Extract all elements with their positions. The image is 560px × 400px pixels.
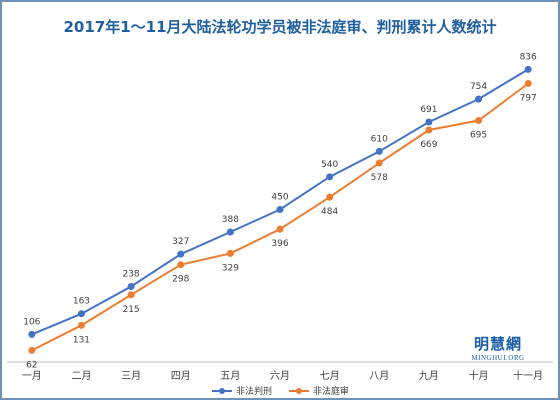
- x-tick-label: 三月: [121, 370, 141, 382]
- x-tick-label: 七月: [320, 370, 340, 382]
- data-point: [28, 330, 36, 338]
- data-point: [226, 249, 234, 257]
- x-tick-label: 八月: [369, 370, 389, 382]
- data-point: [375, 159, 383, 167]
- data-point: [475, 95, 483, 103]
- data-label: 695: [470, 131, 487, 141]
- x-tick-label: 二月: [71, 370, 91, 382]
- x-tick-label: 一月: [22, 370, 42, 382]
- data-point: [425, 126, 433, 134]
- x-tick-label: 十月: [469, 369, 489, 382]
- data-point: [127, 291, 135, 299]
- legend-item-sentenced: 非法判刑: [212, 384, 272, 397]
- x-tick-label: 五月: [220, 370, 240, 382]
- data-label: 836: [520, 52, 537, 62]
- data-label: 691: [420, 105, 437, 115]
- data-point: [226, 228, 234, 236]
- data-label: 327: [172, 237, 189, 247]
- data-point: [28, 346, 36, 354]
- x-tick-label: 十一月: [513, 369, 543, 382]
- data-point: [375, 147, 383, 155]
- legend-item-tried: 非法庭审: [288, 384, 349, 397]
- data-label: 754: [470, 82, 487, 92]
- data-label: 540: [321, 160, 338, 170]
- data-label: 450: [271, 193, 288, 203]
- data-point: [276, 206, 284, 213]
- data-label: 610: [371, 134, 388, 144]
- data-point: [475, 117, 483, 125]
- x-tick-label: 四月: [171, 370, 191, 382]
- data-label: 62: [26, 360, 37, 370]
- data-point: [276, 225, 284, 233]
- legend: 非法判刑 非法庭审: [212, 384, 363, 397]
- minghui-logo: 明慧網 MINGHUI.ORG: [458, 333, 538, 362]
- data-point: [524, 80, 532, 88]
- data-label: 797: [520, 94, 537, 104]
- data-label: 388: [222, 215, 239, 225]
- data-label: 298: [172, 275, 189, 285]
- data-point: [425, 118, 433, 126]
- data-label: 215: [122, 305, 139, 315]
- data-label: 578: [371, 173, 388, 183]
- data-point: [326, 193, 334, 201]
- data-label: 163: [73, 297, 90, 307]
- data-label: 484: [321, 207, 338, 217]
- legend-swatch-sentenced: [212, 387, 232, 394]
- data-label: 238: [122, 269, 139, 279]
- data-label: 669: [420, 140, 437, 150]
- x-tick-label: 九月: [419, 370, 439, 382]
- data-point: [177, 261, 185, 269]
- legend-swatch-tried: [288, 387, 309, 394]
- data-label: 131: [73, 335, 90, 345]
- logo-main-text: 明慧網: [473, 335, 522, 353]
- data-point: [177, 250, 185, 258]
- data-label: 396: [271, 239, 288, 249]
- legend-label-tried: 非法庭审: [312, 387, 349, 397]
- chart-title: 2017年1～11月大陆法轮功学员被非法庭审、判刑累计人数统计: [63, 18, 497, 36]
- data-point: [127, 282, 135, 290]
- series-line-1: [31, 82, 529, 352]
- data-point: [77, 321, 85, 329]
- data-point: [326, 173, 334, 181]
- data-point: [77, 310, 85, 318]
- legend-label-sentenced: 非法判刑: [236, 387, 273, 397]
- data-label: 329: [222, 263, 239, 273]
- data-point: [524, 65, 532, 73]
- x-tick-label: 六月: [270, 370, 290, 382]
- data-label: 106: [23, 317, 40, 327]
- logo-sub-text: MINGHUI.ORG: [471, 354, 525, 362]
